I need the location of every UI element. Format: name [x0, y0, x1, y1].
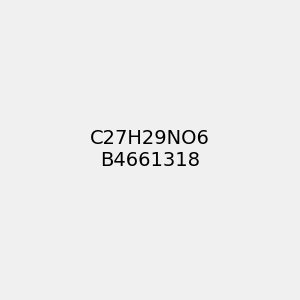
- Text: C27H29NO6
B4661318: C27H29NO6 B4661318: [90, 130, 210, 170]
